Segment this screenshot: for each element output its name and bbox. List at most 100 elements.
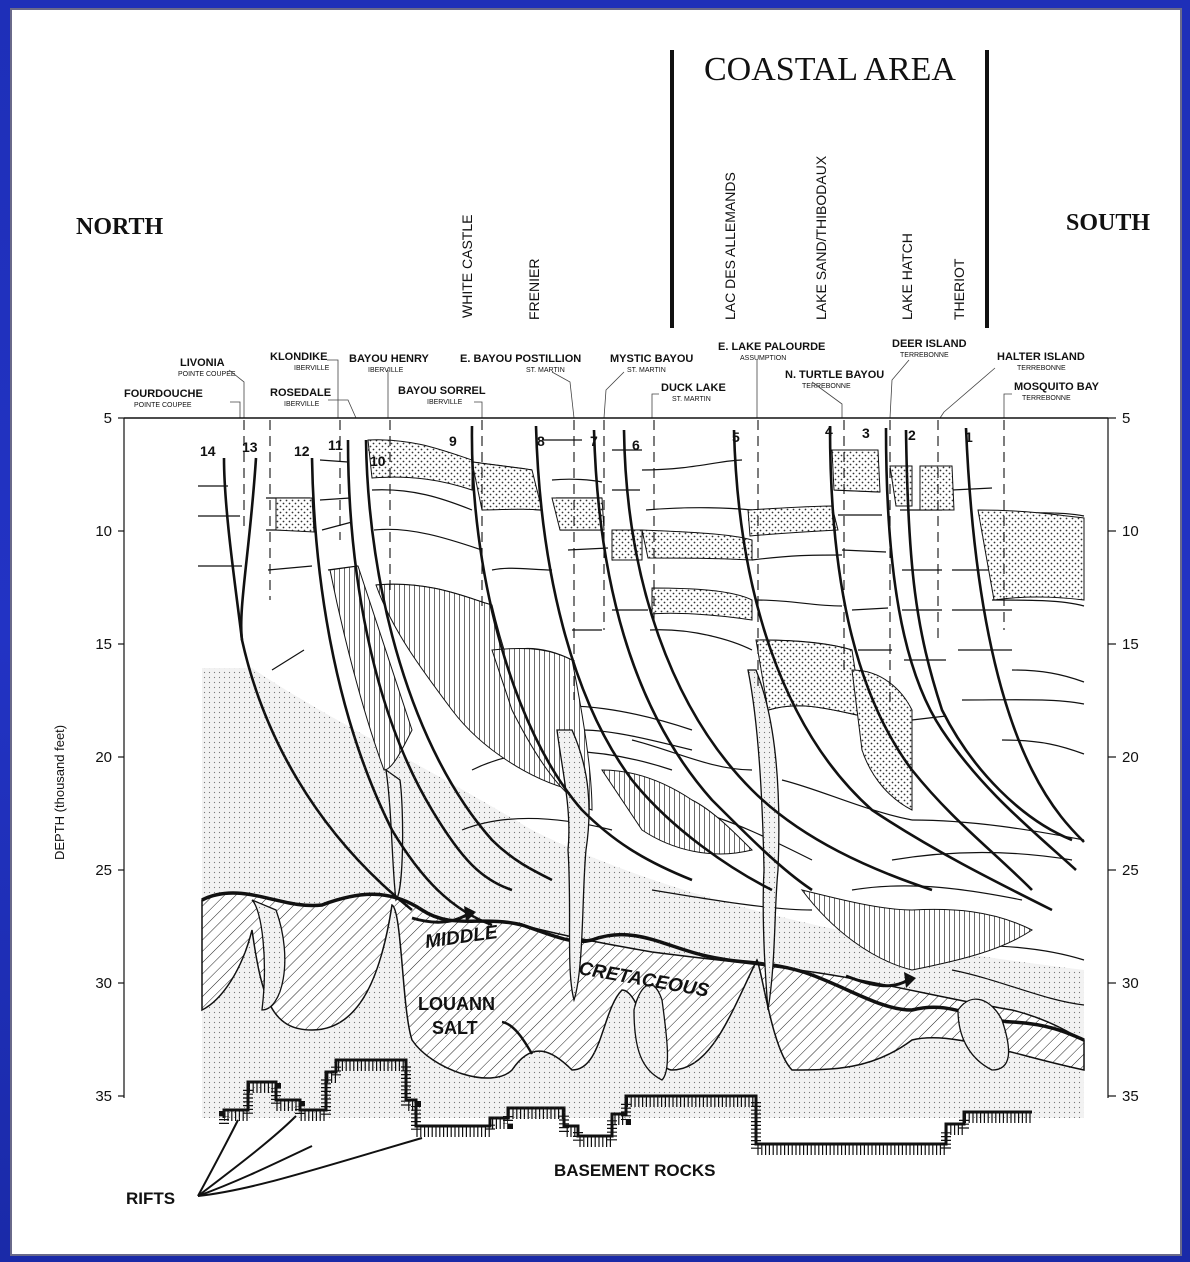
fault-number-10: 10 <box>370 453 386 469</box>
field-frenier: FRENIER <box>526 259 542 320</box>
field-klondike-parish: IBERVILLE <box>294 365 330 372</box>
fault-13 <box>239 457 413 912</box>
field-mystic-bayou: MYSTIC BAYOU <box>610 353 693 365</box>
arrow-head-1 <box>464 906 476 922</box>
field-bayou-henry: BAYOU HENRY <box>349 353 430 365</box>
field-e-bayou-postillion: E. BAYOU POSTILLION <box>460 353 581 365</box>
field-deer-island-parish: TERREBONNE <box>900 352 949 359</box>
fault-11 <box>346 439 513 892</box>
fault-number-9: 9 <box>449 433 457 449</box>
fault-number-5: 5 <box>732 429 740 445</box>
label-leaders <box>228 359 1012 419</box>
field-rosedale: ROSEDALE <box>270 387 331 399</box>
right-depth-axis <box>1107 417 1116 1098</box>
salt-diapirs <box>251 669 1010 1081</box>
louann-salt-body <box>201 892 1085 1079</box>
right-tick-35: 35 <box>1122 1088 1139 1105</box>
field-white-castle: WHITE CASTLE <box>459 215 475 318</box>
arrow-head-2 <box>904 972 916 988</box>
field-lac-des-allemands: LAC DES ALLEMANDS <box>722 172 738 320</box>
left-tick-25: 25 <box>95 862 112 879</box>
louann-pointer <box>501 1020 534 1055</box>
fault-2 <box>904 429 1073 842</box>
north-label: NORTH <box>76 214 163 240</box>
field-rosedale-parish: IBERVILLE <box>284 401 320 408</box>
field-mosquito-bay: MOSQUITO BAY <box>1014 381 1100 393</box>
salt-label: SALT <box>432 1018 478 1038</box>
field-halter-island-parish: TERREBONNE <box>1017 365 1066 372</box>
right-tick-25: 25 <box>1122 862 1139 879</box>
field-theriot: THERIOT <box>951 258 967 320</box>
fault-number-13: 13 <box>242 439 258 455</box>
rifts-label: RIFTS <box>126 1189 175 1208</box>
field-e-lake-palourde-parish: ASSUMPTION <box>740 355 786 362</box>
right-tick-5: 5 <box>1122 410 1130 427</box>
fault-number-8: 8 <box>537 433 545 449</box>
field-n-turtle-bayou-parish: TERREBONNE <box>802 383 851 390</box>
left-tick-10: 10 <box>95 523 112 540</box>
fault-5 <box>732 429 1053 912</box>
rift-pointers <box>197 1115 423 1197</box>
left-tick-20: 20 <box>95 749 112 766</box>
field-livonia-parish: POINTE COUPEE <box>178 371 236 378</box>
fault-number-14: 14 <box>200 443 216 459</box>
fault-number-2: 2 <box>908 427 916 443</box>
fault-number-6: 6 <box>632 437 640 453</box>
fault-8 <box>534 425 773 892</box>
basement-ticks <box>219 1061 1032 1155</box>
fault-7 <box>592 429 813 892</box>
left-tick-5: 5 <box>104 410 112 427</box>
field-bayou-henry-parish: IBERVILLE <box>368 367 404 374</box>
field-e-lake-palourde: E. LAKE PALOURDE <box>718 341 825 353</box>
depth-axis-label: DEPTH (thousand feet) <box>52 725 67 860</box>
field-mystic-bayou-parish: ST. MARTIN <box>627 367 666 374</box>
fault-10 <box>364 439 553 882</box>
fault-number-11: 11 <box>328 437 343 453</box>
field-fourdouche: FOURDOUCHE <box>124 388 203 400</box>
diagram-panel: COASTAL AREA NORTH SOUTH WHITE CASTLE FR… <box>10 8 1182 1256</box>
fault-9 <box>470 425 693 882</box>
left-depth-axis <box>118 417 125 1098</box>
field-klondike: KLONDIKE <box>270 351 327 363</box>
left-tick-30: 30 <box>95 975 112 992</box>
right-tick-30: 30 <box>1122 975 1139 992</box>
fault-6 <box>622 429 933 892</box>
left-tick-15: 15 <box>95 636 112 653</box>
right-tick-15: 15 <box>1122 636 1139 653</box>
louann-label: LOUANN <box>418 994 495 1014</box>
fault-1 <box>964 427 1085 843</box>
coastal-area-title: COASTAL AREA <box>704 51 956 88</box>
field-bayou-sorrel: BAYOU SORREL <box>398 385 486 397</box>
field-fourdouche-parish: POINTE COUPEE <box>134 402 192 409</box>
south-label: SOUTH <box>1066 210 1150 236</box>
fault-number-7: 7 <box>590 433 598 449</box>
middle-cretaceous-horizon <box>201 891 1085 1042</box>
field-lake-hatch: LAKE HATCH <box>899 233 915 320</box>
basement-rocks-label: BASEMENT ROCKS <box>554 1161 716 1180</box>
growth-faults <box>222 425 1085 927</box>
fault-number-3: 3 <box>862 425 870 441</box>
fault-number-1: 1 <box>965 429 973 445</box>
left-tick-35: 35 <box>95 1088 112 1105</box>
field-e-bayou-postillion-parish: ST. MARTIN <box>526 367 565 374</box>
fault-number-12: 12 <box>294 443 310 459</box>
flow-arrows <box>411 912 909 988</box>
fault-number-4: 4 <box>825 423 833 439</box>
field-duck-lake-parish: ST. MARTIN <box>672 396 711 403</box>
field-halter-island: HALTER ISLAND <box>997 351 1085 363</box>
cross-section-diagram: COASTAL AREA NORTH SOUTH WHITE CASTLE FR… <box>52 50 1150 1208</box>
fault-14 <box>222 457 244 641</box>
fault-12 <box>310 457 493 927</box>
field-deer-island: DEER ISLAND <box>892 338 967 350</box>
field-mosquito-bay-parish: TERREBONNE <box>1022 395 1071 402</box>
well-lines <box>243 420 1005 710</box>
fault-3 <box>884 427 1077 871</box>
field-livonia: LIVONIA <box>180 357 225 369</box>
field-duck-lake: DUCK LAKE <box>661 382 726 394</box>
fault-4 <box>828 425 1033 891</box>
field-n-turtle-bayou: N. TURTLE BAYOU <box>785 369 884 381</box>
basement-boundary <box>222 1058 1032 1146</box>
field-bayou-sorrel-parish: IBERVILLE <box>427 399 463 406</box>
right-tick-10: 10 <box>1122 523 1139 540</box>
field-lake-sand-thibodaux: LAKE SAND/THIBODAUX <box>813 155 829 320</box>
